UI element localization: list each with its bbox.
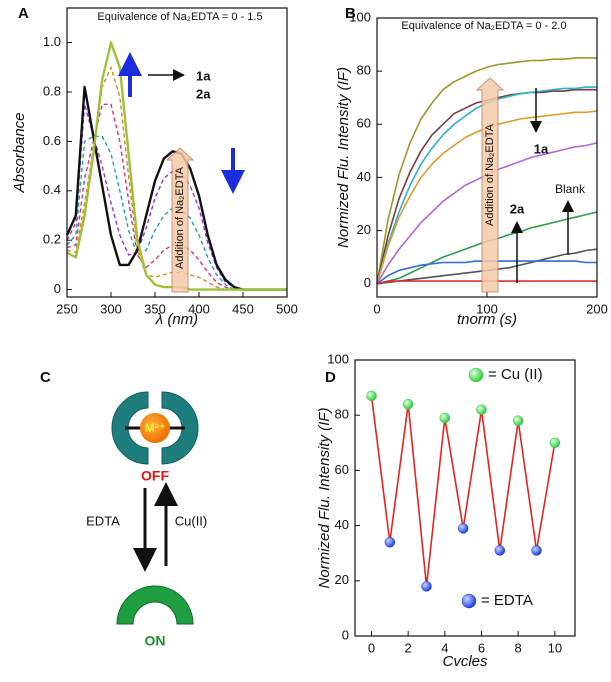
annotation: 2a — [196, 86, 211, 101]
x-tick-label: 8 — [515, 640, 522, 655]
x-tick-label: 4 — [441, 640, 448, 655]
annotation: 1a — [196, 68, 211, 83]
y-axis-label: Normized Flu. Intensity (IF) — [316, 408, 333, 589]
x-axis-label: tnorm (s) — [457, 311, 517, 328]
y-tick-label: 20 — [357, 222, 371, 237]
marker — [439, 412, 451, 424]
annotation: 2a — [510, 201, 525, 216]
x-axis-label: Cvcles — [442, 653, 488, 670]
y-tick-label: 20 — [335, 572, 349, 587]
x-tick-label: 250 — [56, 301, 78, 316]
y-tick-label: 0 — [342, 627, 349, 642]
metal-label: M²⁺ — [145, 421, 165, 435]
annotation: Equivalence of Na₂EDTA = 0 - 2.0 — [401, 20, 566, 32]
metal-ion — [140, 413, 170, 443]
marker — [549, 437, 561, 449]
plot-frame — [66, 7, 288, 298]
x-tick-label: 0 — [368, 640, 375, 655]
legend-label: = EDTA — [481, 592, 533, 609]
x-tick-label: 400 — [188, 301, 210, 316]
panel-c: C M²⁺ OFF EDTA Cu(II) ON — [40, 369, 207, 649]
x-tick-label: 2 — [405, 640, 412, 655]
y-tick-label: 100 — [349, 9, 371, 24]
y-tick-label: 0.4 — [43, 182, 61, 197]
open-ring — [116, 585, 194, 625]
marker — [531, 545, 542, 556]
x-axis-label: λ (nm) — [155, 311, 198, 328]
panel: A 250 300 350 400 450 500 0 0.2 0.4 0.6 0.8 1.0 λ (nm… — [11, 5, 298, 328]
y-tick-label: 40 — [335, 517, 349, 532]
annotation: Addition of Na₂EDTA — [174, 166, 186, 269]
legend-marker — [468, 367, 484, 383]
y-tick-label: 60 — [335, 462, 349, 477]
legend-marker — [461, 593, 477, 609]
annotation: Blank — [555, 182, 586, 196]
plot-frame — [354, 359, 576, 637]
y-tick-label: 60 — [357, 116, 371, 131]
y-tick-label: 1.0 — [43, 34, 61, 49]
annotation: Equivalence of Na₂EDTA = 0 - 1.5 — [97, 11, 262, 23]
x-tick-label: 100 — [476, 301, 498, 316]
y-tick-label: 40 — [357, 169, 371, 184]
panel-label: D — [325, 369, 336, 386]
plot-frame — [376, 17, 598, 298]
y-tick-label: 0 — [54, 281, 61, 296]
forward-label: EDTA — [86, 513, 120, 528]
legend-label: = Cu (II) — [488, 366, 543, 383]
series-line — [370, 395, 556, 588]
annotation: Addition of Na₂EDTA — [484, 123, 496, 226]
x-tick-label: 0 — [373, 301, 380, 316]
marker — [457, 523, 469, 534]
y-tick-label: 0 — [364, 275, 371, 290]
marker — [476, 404, 487, 415]
band-arrow — [475, 77, 505, 293]
y-tick-label: 0.2 — [43, 232, 61, 247]
y-tick-label: 0.8 — [43, 83, 61, 98]
x-tick-label: 6 — [478, 640, 485, 655]
marker — [421, 581, 432, 592]
ring-half — [161, 391, 199, 465]
x-tick-label: 300 — [100, 301, 122, 316]
panel-label: B — [345, 5, 356, 22]
marker — [512, 415, 524, 426]
y-tick-label: 80 — [335, 407, 349, 422]
y-axis-label: Normized Flu. Intensity (IF) — [335, 67, 352, 248]
series-line — [376, 57, 597, 284]
ring-half — [111, 391, 149, 465]
panel-label: A — [18, 5, 29, 22]
y-tick-label: 100 — [327, 351, 349, 366]
series-line — [66, 103, 287, 291]
x-tick-label: 450 — [232, 301, 254, 316]
x-tick-label: 500 — [276, 301, 298, 316]
y-tick-label: 0.6 — [43, 133, 61, 148]
x-tick-label: 200 — [586, 301, 608, 316]
x-tick-label: 350 — [144, 301, 166, 316]
on-label: ON — [145, 633, 166, 649]
y-tick-label: 80 — [357, 63, 371, 78]
panel-label: C — [40, 369, 51, 386]
marker — [494, 545, 506, 556]
off-label: OFF — [141, 468, 169, 484]
band-arrow — [165, 147, 195, 293]
y-axis-label: Absorbance — [11, 112, 28, 193]
reverse-label: Cu(II) — [175, 513, 208, 528]
x-tick-label: 10 — [548, 640, 562, 655]
marker — [402, 398, 414, 410]
annotation: 1a — [534, 141, 549, 156]
marker — [384, 536, 396, 548]
marker — [366, 390, 377, 402]
